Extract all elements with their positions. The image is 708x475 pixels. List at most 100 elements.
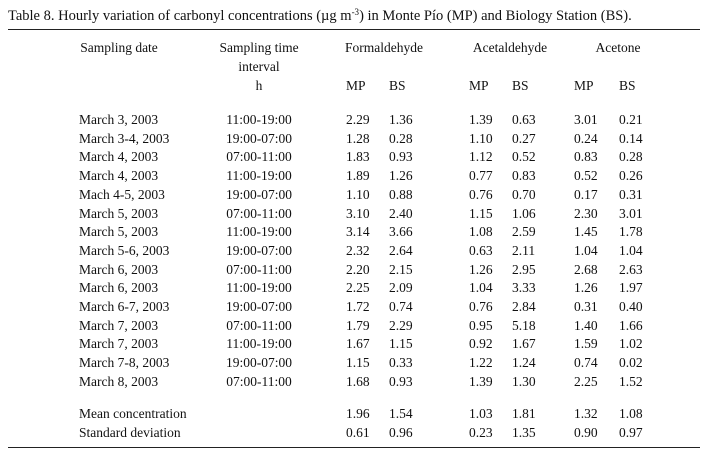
header-formaldehyde-bs: BS (389, 78, 406, 93)
acetone-mp-cell: 3.01 (574, 112, 598, 127)
sampling-time-cell: 11:00-19:00 (226, 280, 292, 295)
formaldehyde-bs-cell: 1.26 (389, 168, 413, 183)
formaldehyde-bs-cell: 2.29 (389, 318, 413, 333)
acetone-bs-cell: 0.31 (619, 187, 643, 202)
header-acetaldehyde-mp: MP (469, 78, 489, 93)
sampling-time-cell: 07:00-11:00 (226, 149, 292, 164)
header-formaldehyde-mp: MP (346, 78, 366, 93)
acetone-bs-cell: 1.02 (619, 336, 643, 351)
sampling-time-cell: 11:00-19:00 (226, 224, 292, 239)
sampling-date-cell: March 5-6, 2003 (79, 243, 170, 258)
acetone-bs-cell: 0.28 (619, 149, 643, 164)
sampling-date-cell: March 7, 2003 (79, 336, 159, 351)
formaldehyde-bs-cell: 2.64 (389, 243, 413, 258)
formaldehyde-mp-cell: 3.10 (346, 206, 370, 221)
formaldehyde-bs-cell: 0.33 (389, 355, 413, 370)
header-time-line3: h (255, 78, 263, 93)
acetaldehyde-bs-cell: 0.63 (512, 112, 536, 127)
sampling-date-cell: March 5, 2003 (79, 206, 159, 221)
sampling-date-cell: March 7-8, 2003 (79, 355, 170, 370)
formaldehyde-bs-cell: 2.09 (389, 280, 413, 295)
caption-exponent: -3 (351, 7, 360, 17)
sampling-time-cell: 11:00-19:00 (226, 336, 292, 351)
caption-prefix: Table 8. Hourly variation of carbonyl co… (8, 8, 322, 24)
acetaldehyde-mp-cell: 0.23 (469, 425, 493, 440)
summary-label-cell: Mean concentration (79, 406, 187, 421)
acetone-mp-cell: 1.26 (574, 280, 598, 295)
acetaldehyde-mp-cell: 0.63 (469, 243, 493, 258)
top-rule (8, 29, 700, 30)
formaldehyde-bs-cell: 2.40 (389, 206, 413, 221)
acetone-bs-cell: 1.08 (619, 406, 643, 421)
acetaldehyde-mp-cell: 1.08 (469, 224, 493, 239)
acetaldehyde-bs-cell: 3.33 (512, 280, 536, 295)
acetone-mp-cell: 1.40 (574, 318, 598, 333)
sampling-time-cell: 11:00-19:00 (226, 112, 292, 127)
acetone-mp-cell: 0.52 (574, 168, 598, 183)
sampling-time-cell: 11:00-19:00 (226, 168, 292, 183)
header-time-line1: Sampling time (219, 40, 299, 55)
caption-suffix: ) in Monte Pío (MP) and Biology Station … (359, 8, 632, 24)
acetone-bs-cell: 0.21 (619, 112, 643, 127)
acetaldehyde-mp-cell: 1.03 (469, 406, 493, 421)
acetaldehyde-mp-cell: 0.95 (469, 318, 493, 333)
acetone-bs-cell: 1.66 (619, 318, 643, 333)
header-time-line2: interval (238, 59, 280, 74)
formaldehyde-bs-cell: 1.15 (389, 336, 413, 351)
acetaldehyde-mp-cell: 0.92 (469, 336, 493, 351)
sampling-date-cell: March 7, 2003 (79, 318, 159, 333)
acetone-bs-cell: 0.02 (619, 355, 643, 370)
sampling-date-cell: March 6-7, 2003 (79, 299, 170, 314)
formaldehyde-mp-cell: 1.89 (346, 168, 370, 183)
header-acetone-mp: MP (574, 78, 594, 93)
sampling-time-cell: 19:00-07:00 (226, 355, 292, 370)
acetone-bs-cell: 0.14 (619, 131, 643, 146)
formaldehyde-bs-cell: 0.96 (389, 425, 413, 440)
acetone-mp-cell: 1.45 (574, 224, 598, 239)
acetone-mp-cell: 0.24 (574, 131, 598, 146)
acetaldehyde-bs-cell: 1.30 (512, 374, 536, 389)
header-acetaldehyde-bs: BS (512, 78, 529, 93)
sampling-date-cell: March 3-4, 2003 (79, 131, 170, 146)
acetone-mp-cell: 0.17 (574, 187, 598, 202)
table-caption: Table 8. Hourly variation of carbonyl co… (8, 8, 708, 25)
acetaldehyde-mp-cell: 1.12 (469, 149, 493, 164)
formaldehyde-mp-cell: 2.20 (346, 262, 370, 277)
formaldehyde-mp-cell: 0.61 (346, 425, 370, 440)
acetone-mp-cell: 1.04 (574, 243, 598, 258)
formaldehyde-mp-cell: 1.96 (346, 406, 370, 421)
acetone-bs-cell: 1.52 (619, 374, 643, 389)
header-acetone: Acetone (595, 40, 641, 55)
sampling-date-cell: March 3, 2003 (79, 112, 159, 127)
header-formaldehyde: Formaldehyde (345, 40, 423, 55)
acetone-mp-cell: 1.59 (574, 336, 598, 351)
acetone-bs-cell: 0.26 (619, 168, 643, 183)
acetone-mp-cell: 0.83 (574, 149, 598, 164)
header-sampling-time: Sampling time interval h (202, 40, 316, 94)
sampling-time-cell: 19:00-07:00 (226, 243, 292, 258)
formaldehyde-mp-cell: 1.83 (346, 149, 370, 164)
acetone-bs-cell: 3.01 (619, 206, 643, 221)
formaldehyde-mp-cell: 1.68 (346, 374, 370, 389)
sampling-time-cell: 19:00-07:00 (226, 131, 292, 146)
caption-mu: µ (321, 8, 330, 24)
acetaldehyde-mp-cell: 1.26 (469, 262, 493, 277)
formaldehyde-bs-cell: 0.88 (389, 187, 413, 202)
formaldehyde-mp-cell: 2.25 (346, 280, 370, 295)
acetaldehyde-bs-cell: 2.84 (512, 299, 536, 314)
acetaldehyde-mp-cell: 1.22 (469, 355, 493, 370)
acetaldehyde-mp-cell: 0.77 (469, 168, 493, 183)
sampling-date-cell: March 6, 2003 (79, 262, 159, 277)
formaldehyde-bs-cell: 0.28 (389, 131, 413, 146)
formaldehyde-mp-cell: 1.10 (346, 187, 370, 202)
sampling-date-cell: Mach 4-5, 2003 (79, 187, 165, 202)
sampling-date-cell: March 4, 2003 (79, 149, 159, 164)
sampling-date-cell: March 6, 2003 (79, 280, 159, 295)
acetaldehyde-bs-cell: 2.95 (512, 262, 536, 277)
formaldehyde-bs-cell: 2.15 (389, 262, 413, 277)
formaldehyde-mp-cell: 1.72 (346, 299, 370, 314)
summary-label-cell: Standard deviation (79, 425, 181, 440)
formaldehyde-mp-cell: 2.32 (346, 243, 370, 258)
header-acetone-bs: BS (619, 78, 636, 93)
acetaldehyde-mp-cell: 1.15 (469, 206, 493, 221)
